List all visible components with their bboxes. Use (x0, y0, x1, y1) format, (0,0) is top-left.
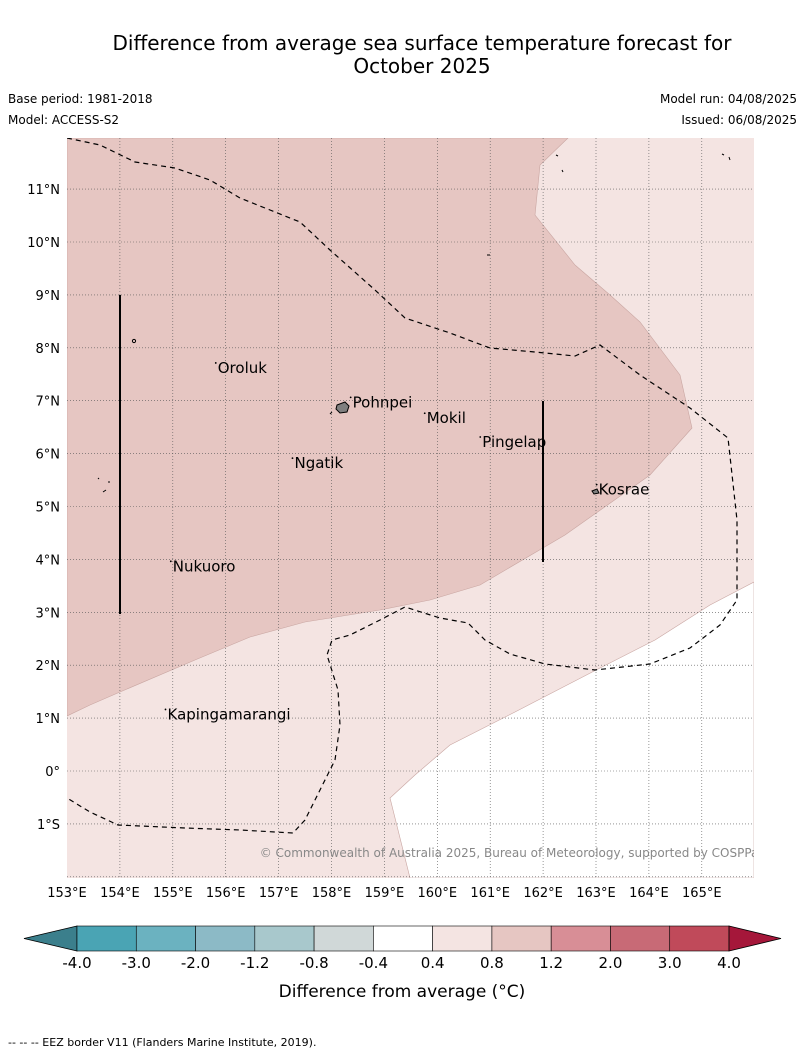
colorbar-segment (491, 925, 552, 952)
colorbar-tick-label: 0.8 (480, 954, 504, 972)
lon-tick-label: 163°E (576, 886, 616, 901)
place-label-kapingamarangi: Kapingamarangi (168, 705, 291, 723)
colorbar-segment (76, 925, 137, 952)
atoll-8n-154e (131, 338, 137, 344)
place-label-pingelap: Pingelap (482, 433, 546, 451)
place-marker (423, 412, 426, 415)
colorbar-tick-label: -4.0 (62, 954, 91, 972)
title-line-1: Difference from average sea surface temp… (112, 31, 732, 55)
lon-tick-label: 158°E (312, 886, 352, 901)
place-label-oroluk: Oroluk (218, 359, 267, 377)
longitude-labels: 153°E 154°E 155°E 156°E 157°E 158°E 159°E 160°E… (47, 886, 721, 901)
place-label-kosrae: Kosrae (599, 481, 650, 499)
place-label-mokil: Mokil (427, 409, 466, 427)
anomaly-below-0.4-region (389, 581, 754, 878)
place-marker (214, 362, 217, 364)
latitude-labels: 11°N 10°N 9°N 8°N 7°N 6°N 5°N 4°N 3°N 2°N 1°N 0° 1°S (27, 183, 60, 833)
lat-tick-label: 7°N (36, 395, 61, 410)
pohnpei-island-shape (335, 401, 350, 414)
lon-tick-label: 165°E (682, 886, 722, 901)
lat-tick-label: 0° (45, 765, 60, 780)
colorbar-segment (135, 925, 196, 952)
lon-tick-label: 156°E (206, 886, 246, 901)
base-period: Base period: 1981-2018 (8, 92, 153, 106)
colorbar-over-arrow (728, 925, 782, 952)
colorbar-segment (254, 925, 315, 952)
issued-date: Issued: 06/08/2025 (681, 113, 797, 127)
lat-tick-label: 1°N (36, 712, 61, 727)
colorbar-tick-label: -0.8 (299, 954, 328, 972)
colorbar-tick-label: 4.0 (717, 954, 741, 972)
kosrae-island-shape (591, 488, 600, 495)
lat-tick-label: 1°S (37, 818, 60, 833)
colorbar: -4.0 -3.0 -2.0 -1.2 -0.8 -0.4 0.4 0.8 1.2 2.0 3.0 4… (23, 925, 782, 972)
place-marker (164, 708, 167, 711)
lat-tick-label: 9°N (36, 289, 61, 304)
lon-tick-label: 159°E (365, 886, 405, 901)
place-marker (595, 483, 598, 486)
place-marker (291, 457, 294, 460)
title-line-2: October 2025 (353, 54, 491, 78)
lon-tick-label: 162°E (523, 886, 563, 901)
colorbar-tick-label: -1.2 (240, 954, 269, 972)
colorbar-tick-label: 3.0 (658, 954, 682, 972)
lat-tick-label: 6°N (36, 448, 61, 463)
lat-tick-label: 5°N (36, 501, 61, 516)
anomaly-0.8-1.2-region (67, 138, 693, 717)
eez-border-north (67, 138, 738, 834)
colorbar-segment (610, 925, 671, 952)
map-area: Oroluk Pohnpei Mokil Pingelap Ngatik Kosrae Nu… (67, 138, 765, 878)
colorbar-tick-label: 1.2 (539, 954, 563, 972)
colorbar-tick-label: -0.4 (359, 954, 388, 972)
place-marker (169, 560, 172, 563)
lat-tick-label: 4°N (36, 553, 61, 568)
colorbar-tick-label: 0.4 (421, 954, 445, 972)
lat-tick-label: 10°N (27, 236, 60, 251)
lon-tick-label: 155°E (153, 886, 193, 901)
colorbar-tick-label: 2.0 (599, 954, 623, 972)
lon-tick-label: 153°E (47, 886, 87, 901)
place-labels: Oroluk Pohnpei Mokil Pingelap Ngatik Kosrae Nu… (164, 359, 650, 723)
colorbar-segment (550, 925, 611, 952)
lat-tick-label: 3°N (36, 606, 61, 621)
atoll-east-dots (97, 153, 731, 493)
lat-tick-label: 11°N (27, 183, 60, 198)
colorbar-segment (195, 925, 256, 952)
place-label-ngatik: Ngatik (294, 454, 343, 472)
lat-tick-label: 2°N (36, 659, 61, 674)
model-run: Model run: 04/08/2025 (659, 92, 797, 106)
lon-tick-label: 157°E (259, 886, 299, 901)
colorbar-tick-label: -3.0 (122, 954, 151, 972)
eez-footnote: -- -- -- EEZ border V11 (Flanders Marine… (8, 1036, 317, 1049)
place-marker (479, 436, 482, 438)
place-label-nukuoro: Nukuoro (173, 557, 236, 575)
colorbar-segment (313, 925, 374, 952)
lon-tick-label: 160°E (418, 886, 458, 901)
colorbar-tick-label: -2.0 (181, 954, 210, 972)
lat-tick-label: 8°N (36, 342, 61, 357)
colorbar-under-arrow (23, 925, 78, 952)
colorbar-segment (373, 925, 433, 952)
graticule (67, 138, 754, 878)
forecast-map: Oroluk Pohnpei Mokil Pingelap Ngatik Kosrae Nu… (23, 138, 782, 1002)
colorbar-segment (432, 925, 493, 952)
lon-tick-label: 161°E (470, 886, 510, 901)
lon-tick-label: 154°E (100, 886, 140, 901)
place-label-pohnpei: Pohnpei (353, 393, 413, 411)
lon-tick-label: 164°E (629, 886, 669, 901)
colorbar-label: Difference from average (°C) (279, 982, 526, 1002)
model-name: Model: ACCESS-S2 (8, 113, 120, 127)
copyright-notice: © Commonwealth of Australia 2025, Bureau… (260, 846, 765, 860)
colorbar-segment (669, 925, 730, 952)
place-marker (349, 396, 352, 399)
